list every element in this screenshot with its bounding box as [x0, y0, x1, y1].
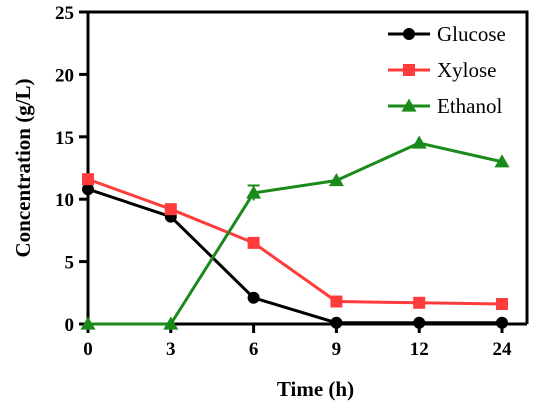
legend-item-ethanol: Ethanol — [388, 94, 502, 118]
series-layer — [80, 135, 510, 330]
ethanol-line — [88, 141, 503, 326]
legend-item-xylose: Xylose — [388, 58, 497, 82]
y-tick-label: 0 — [65, 315, 75, 336]
legend-item-glucose: Glucose — [388, 22, 506, 46]
xylose-line — [87, 177, 503, 306]
glucose-line — [87, 187, 502, 325]
ethanol-point — [494, 154, 510, 168]
x-tick-label: 12 — [410, 339, 429, 360]
legend-label-ethanol: Ethanol — [437, 94, 502, 118]
series-glucose — [82, 183, 508, 329]
legend: Glucose Xylose Ethanol — [388, 22, 506, 118]
y-tick-label: 15 — [55, 128, 74, 149]
legend-swatch-marker — [401, 98, 417, 112]
series-ethanol — [80, 135, 510, 330]
y-tick-label: 5 — [65, 253, 75, 274]
y-tick-label: 25 — [55, 3, 74, 24]
y-axis-title: Concentration (g/L) — [11, 78, 35, 257]
glucose-point — [247, 291, 260, 304]
legend-swatch-marker — [403, 64, 415, 76]
ethanol-point — [411, 135, 427, 149]
glucose-point — [330, 316, 343, 329]
y-tick-label: 10 — [55, 190, 74, 211]
y-tick-label: 20 — [55, 65, 74, 86]
legend-label-xylose: Xylose — [437, 58, 497, 82]
ethanol-point — [163, 316, 179, 330]
x-tick-label: 6 — [249, 339, 259, 360]
axes: 0 5 10 15 20 25 0 3 6 9 12 24 — [55, 3, 529, 360]
x-axis-title: Time (h) — [277, 377, 354, 401]
x-tick-label: 0 — [83, 339, 93, 360]
glucose-point — [496, 316, 508, 329]
glucose-point — [82, 183, 94, 196]
xylose-point — [247, 236, 260, 249]
xylose-point — [164, 203, 177, 216]
xylose-point — [496, 298, 508, 311]
ethanol-point — [80, 316, 96, 330]
x-tick-label: 9 — [332, 339, 342, 360]
xylose-point — [82, 173, 94, 186]
ethanol-point — [246, 185, 262, 199]
ethanol-point — [328, 172, 344, 187]
xylose-point — [413, 296, 426, 309]
legend-swatch-marker — [403, 28, 415, 40]
glucose-point — [413, 316, 426, 329]
xylose-point — [330, 295, 343, 308]
series-xylose — [82, 173, 508, 311]
x-tick-label: 24 — [493, 339, 513, 360]
x-tick-label: 3 — [166, 339, 176, 360]
legend-label-glucose: Glucose — [437, 22, 506, 46]
